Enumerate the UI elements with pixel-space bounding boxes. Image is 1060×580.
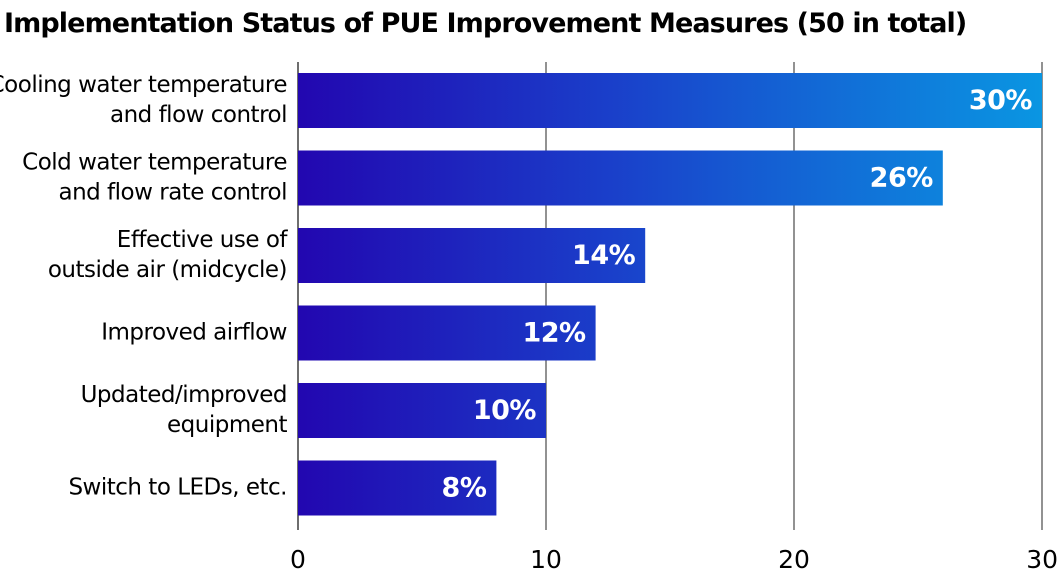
data-labels: 30% 26% 14% 12% 10% 8% (442, 85, 1033, 504)
gridlines (297, 62, 1043, 530)
category-label-line: Cooling water temperature (0, 72, 287, 98)
data-label: 14% (572, 240, 636, 271)
data-label: 12% (522, 318, 586, 349)
category-label: Improved airflow (101, 320, 287, 346)
bars (298, 73, 1042, 516)
category-label-line: Switch to LEDs, etc. (68, 475, 287, 501)
data-label: 10% (473, 395, 537, 426)
bar (298, 460, 497, 516)
bar (298, 228, 646, 283)
category-label: Cooling water temperature and flow contro… (0, 72, 288, 128)
category-label: Cold water temperature and flow rate cont… (22, 150, 287, 206)
data-label: 30% (969, 85, 1033, 116)
category-label-line: Updated/improved (81, 382, 287, 408)
category-label-line: and flow control (110, 102, 287, 128)
category-label: Updated/improved equipment (81, 382, 288, 438)
category-labels: Cooling water temperature and flow contro… (0, 72, 289, 501)
bar (298, 73, 1042, 128)
category-label-line: Effective use of (117, 227, 289, 253)
bar (298, 150, 943, 206)
category-label-line: outside air (midcycle) (48, 257, 287, 283)
x-tick-label: 0 (290, 545, 306, 574)
bar (298, 305, 596, 361)
category-label: Switch to LEDs, etc. (68, 475, 287, 501)
category-label-line: and flow rate control (58, 180, 287, 206)
bar (298, 383, 546, 438)
category-label: Effective use of outside air (midcycle) (48, 227, 289, 283)
chart-title: Implementation Status of PUE Improvement… (4, 8, 967, 39)
data-label: 8% (442, 473, 487, 504)
category-label-line: equipment (167, 412, 287, 438)
category-label-line: Cold water temperature (22, 150, 287, 176)
x-tick-labels: 0 10 20 30 (290, 545, 1058, 574)
x-tick-label: 20 (778, 545, 810, 574)
data-label: 26% (870, 163, 934, 194)
x-tick-label: 30 (1026, 545, 1058, 574)
x-tick-label: 10 (530, 545, 562, 574)
category-label-line: Improved airflow (101, 320, 287, 346)
